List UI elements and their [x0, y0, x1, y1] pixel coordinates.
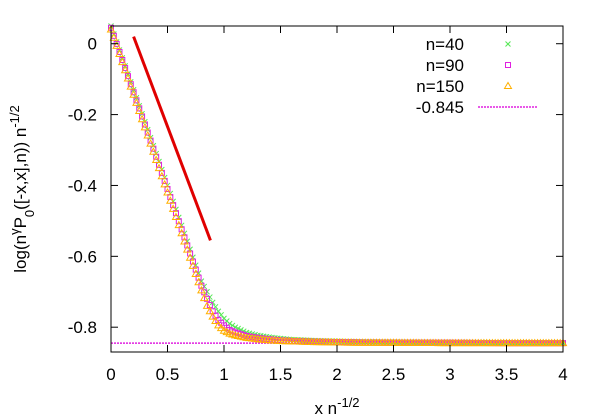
point-n=150-37 [211, 316, 220, 324]
legend-label-n=40: n=40 [426, 35, 464, 54]
point-n=150-12 [140, 122, 150, 131]
point-n=150-18 [157, 171, 167, 180]
point-n=150-26 [180, 236, 189, 245]
point-n=150-9 [132, 98, 141, 106]
x-tick-label-1: 1 [219, 365, 228, 384]
x-tick-label-2.5: 2.5 [382, 365, 406, 384]
point-n=40-39-stroke-b [218, 311, 225, 318]
point-n=150-27 [182, 245, 192, 253]
point-n=150-5 [120, 65, 130, 74]
legend-label-n=150: n=150 [416, 77, 464, 96]
point-n=150-13 [143, 131, 153, 139]
legend: n=40 n=90 n=150 -0.845 [416, 35, 537, 117]
series-n=150 [106, 25, 568, 347]
point-n=150-38 [213, 320, 223, 329]
point-n=90-4 [119, 57, 126, 64]
legend-label--0.845: -0.845 [416, 98, 464, 117]
point-n=150-19 [160, 179, 170, 188]
legend-marker-n=40-stroke-b [505, 41, 511, 47]
point-n=40-39 [218, 311, 225, 318]
y-tick-label--0.2: -0.2 [68, 106, 97, 125]
x-tick-label-0: 0 [106, 365, 115, 384]
point-n=150-25 [177, 228, 186, 237]
y-axis-label-a: log(n [11, 235, 30, 273]
point-n=90-5 [122, 65, 129, 72]
red-guide-line [132, 36, 212, 241]
x-axis-label: x n-1/2 [314, 395, 359, 419]
legend-label-n=90: n=90 [426, 56, 464, 75]
y-axis-label: log(nγP0([-x,x],n)) n-1/2 [7, 105, 37, 272]
point-n=150-10 [134, 106, 144, 115]
point-n=150-33 [199, 293, 209, 302]
y-axis-label-sup2: -1/2 [7, 105, 22, 127]
point-n=150-7 [126, 82, 136, 90]
point-n=150-23 [171, 212, 181, 220]
point-n=90-3 [116, 48, 123, 55]
x-tick-label-3: 3 [445, 365, 454, 384]
legend-marker-n=150 [503, 81, 513, 89]
y-axis-label-sup1: γ [7, 228, 22, 235]
point-n=150-16 [151, 155, 161, 163]
x-axis-label-sup: -1/2 [337, 395, 359, 410]
point-n=150-2 [112, 41, 122, 49]
point-n=150-8 [129, 90, 138, 98]
point-n=150-39 [216, 323, 226, 332]
x-tick-label-2: 2 [332, 365, 341, 384]
point-n=150-17 [154, 163, 164, 172]
point-n=150-30 [191, 269, 201, 278]
y-tick-label-0: 0 [88, 35, 97, 54]
point-n=150-31 [194, 277, 203, 286]
point-n=150-24 [174, 220, 184, 229]
point-n=150-20 [163, 188, 172, 196]
x-tick-label-4: 4 [558, 365, 567, 384]
point-n=150-4 [117, 57, 127, 66]
point-n=150-34 [202, 301, 212, 309]
y-axis-label-b: P [11, 217, 30, 228]
point-n=90-9 [133, 97, 140, 104]
y-tick-label--0.6: -0.6 [68, 247, 97, 266]
y-axis-label-c: ([-x,x],n)) n [11, 128, 30, 210]
point-n=150-35 [205, 306, 215, 315]
point-n=150-28 [185, 253, 195, 261]
point-n=150-6 [123, 73, 133, 82]
y-tick-label--0.8: -0.8 [68, 318, 97, 337]
point-n=150-14 [146, 139, 155, 147]
point-n=150-21 [165, 196, 175, 204]
x-axis-label-base: x n [314, 399, 337, 418]
legend-marker-n=90 [505, 62, 511, 68]
point-n=150-15 [149, 147, 158, 155]
point-n=150-1 [109, 33, 119, 41]
point-n=150-11 [137, 114, 147, 123]
point-n=90-8 [130, 89, 137, 96]
point-n=150-3 [115, 49, 124, 57]
point-n=150-29 [188, 261, 198, 269]
legend-marker-n=40 [505, 41, 511, 47]
data-layer [106, 23, 568, 347]
x-tick-label-1.5: 1.5 [269, 365, 293, 384]
point-n=150-32 [197, 285, 206, 294]
y-tick-label--0.4: -0.4 [68, 176, 97, 195]
y-axis-label-sub: 0 [22, 210, 37, 217]
point-n=90-6 [124, 73, 131, 80]
point-n=90-34 [204, 295, 211, 302]
point-n=150-36 [208, 312, 218, 320]
point-n=90-7 [127, 81, 134, 88]
point-n=150-22 [168, 204, 178, 212]
x-tick-label-0.5: 0.5 [156, 365, 180, 384]
ticks-layer: 0 0.5 1 1.5 2 2.5 3 3.5 4 0 -0.2 -0.4 -0.6 -0.8 [68, 26, 568, 384]
x-tick-label-3.5: 3.5 [495, 365, 519, 384]
